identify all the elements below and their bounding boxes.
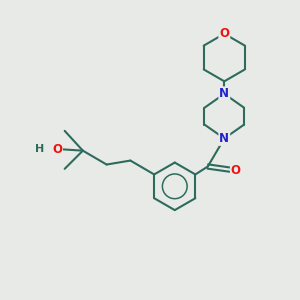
Text: N: N xyxy=(219,132,229,145)
Text: O: O xyxy=(219,27,229,40)
Text: O: O xyxy=(52,142,62,155)
Text: O: O xyxy=(231,164,241,177)
Text: H: H xyxy=(35,144,44,154)
Text: N: N xyxy=(219,87,229,101)
